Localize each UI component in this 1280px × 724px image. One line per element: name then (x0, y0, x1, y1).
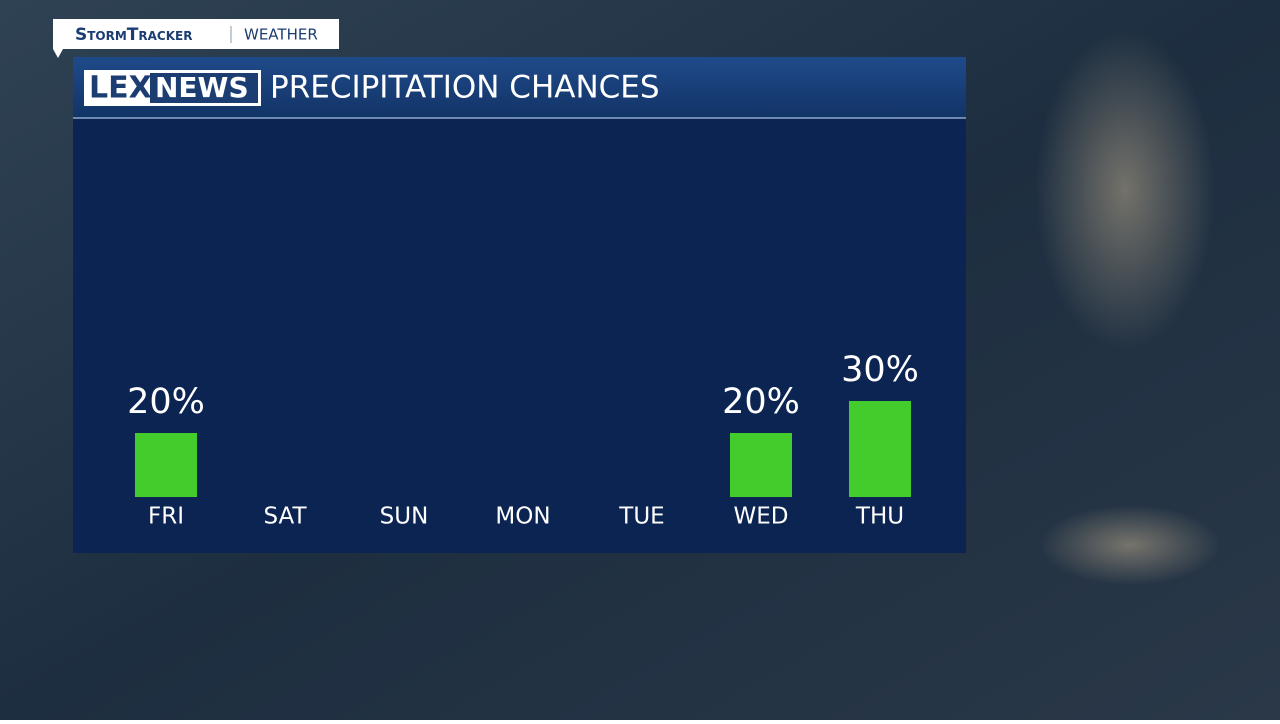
light-reflection (1040, 505, 1220, 585)
x-tick-label: WED (734, 504, 789, 530)
value-label: 20% (722, 382, 800, 422)
brand-section: WEATHER (244, 26, 318, 44)
logo-right-box (150, 73, 258, 103)
x-tick-label: MON (495, 504, 550, 530)
brand-tag (53, 19, 339, 49)
bar (730, 433, 792, 497)
brand-name: StormTracker (75, 25, 192, 45)
logo-left: LEX (89, 71, 152, 106)
x-tick-label: SAT (263, 504, 307, 530)
chart-title: PRECIPITATION CHANCES (270, 70, 660, 106)
x-tick-label: FRI (148, 504, 184, 530)
logo-right: NEWS (155, 71, 249, 104)
x-tick-label: SUN (380, 504, 429, 530)
value-label: 30% (841, 350, 919, 390)
bar (849, 401, 911, 497)
chart-panel (73, 57, 966, 553)
value-label: 20% (127, 382, 205, 422)
x-tick-label: TUE (618, 504, 664, 530)
bar (135, 433, 197, 497)
light-reflection (1035, 30, 1215, 350)
brand-tag-tail (53, 49, 63, 58)
x-tick-label: THU (855, 504, 904, 530)
